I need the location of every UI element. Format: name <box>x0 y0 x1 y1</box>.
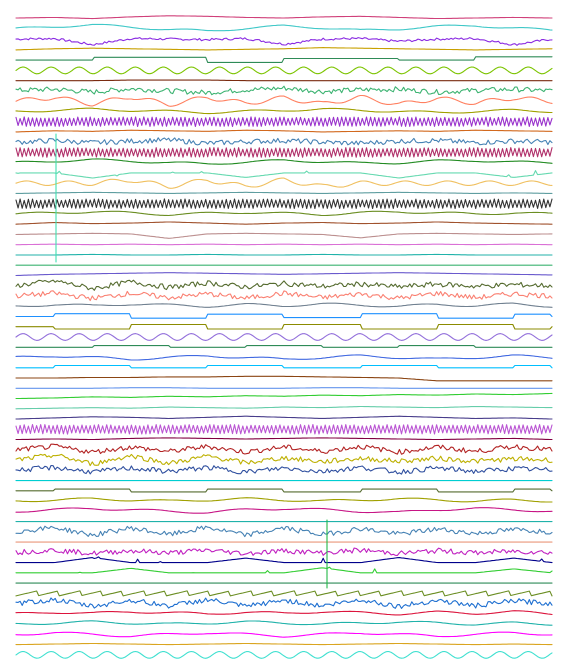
series-line-51 <box>15 525 553 538</box>
series-line-41 <box>15 423 553 435</box>
series-line-23 <box>15 243 553 246</box>
series-line-3 <box>15 37 553 46</box>
series-line-11 <box>15 116 553 128</box>
series-line-22 <box>15 232 553 239</box>
series-line-40 <box>15 415 553 420</box>
series-line-16 <box>15 170 553 179</box>
series-line-34 <box>15 354 553 361</box>
series-line-30 <box>15 313 553 319</box>
series-line-59 <box>15 610 553 616</box>
series-line-26 <box>15 272 553 277</box>
series-line-12 <box>15 129 553 133</box>
series-line-17 <box>15 177 553 189</box>
series-line-32 <box>15 333 553 341</box>
series-line-24 <box>15 253 553 256</box>
series-line-27 <box>15 279 553 291</box>
series-line-54 <box>15 556 553 564</box>
series-line-63 <box>15 650 553 659</box>
series-line-4 <box>15 47 553 51</box>
series-line-47 <box>15 488 553 493</box>
series-line-57 <box>15 590 553 597</box>
series-line-1 <box>15 15 553 20</box>
series-line-15 <box>15 158 553 165</box>
series-line-28 <box>15 290 553 302</box>
series-line-8 <box>15 85 553 96</box>
series-line-42 <box>15 437 553 441</box>
series-line-19 <box>15 198 553 210</box>
series-line-6 <box>15 66 553 75</box>
series-line-55 <box>15 566 553 574</box>
series-line-18 <box>15 191 553 194</box>
series-line-29 <box>15 302 553 308</box>
series-line-14 <box>15 147 553 158</box>
series-line-48 <box>15 497 553 503</box>
series-line-7 <box>15 79 553 82</box>
series-line-61 <box>15 631 553 638</box>
series-line-49 <box>15 507 553 514</box>
series-line-9 <box>15 94 553 107</box>
series-line-44 <box>15 453 553 467</box>
series-line-60 <box>15 620 553 626</box>
series-lines <box>15 15 553 659</box>
series-line-35 <box>15 364 553 369</box>
series-line-38 <box>15 392 553 400</box>
series-line-21 <box>15 221 553 225</box>
series-line-20 <box>15 210 553 217</box>
series-line-37 <box>15 387 553 389</box>
series-line-62 <box>15 642 553 646</box>
series-line-45 <box>15 464 553 475</box>
series-line-10 <box>15 107 553 115</box>
series-line-13 <box>15 137 553 146</box>
series-line-5 <box>15 56 553 63</box>
series-line-39 <box>15 405 553 410</box>
series-line-33 <box>15 345 553 348</box>
series-line-36 <box>15 375 553 382</box>
series-line-58 <box>15 597 553 609</box>
series-line-31 <box>15 323 553 330</box>
series-line-43 <box>15 443 553 455</box>
series-line-2 <box>15 23 553 32</box>
series-line-53 <box>15 547 553 556</box>
